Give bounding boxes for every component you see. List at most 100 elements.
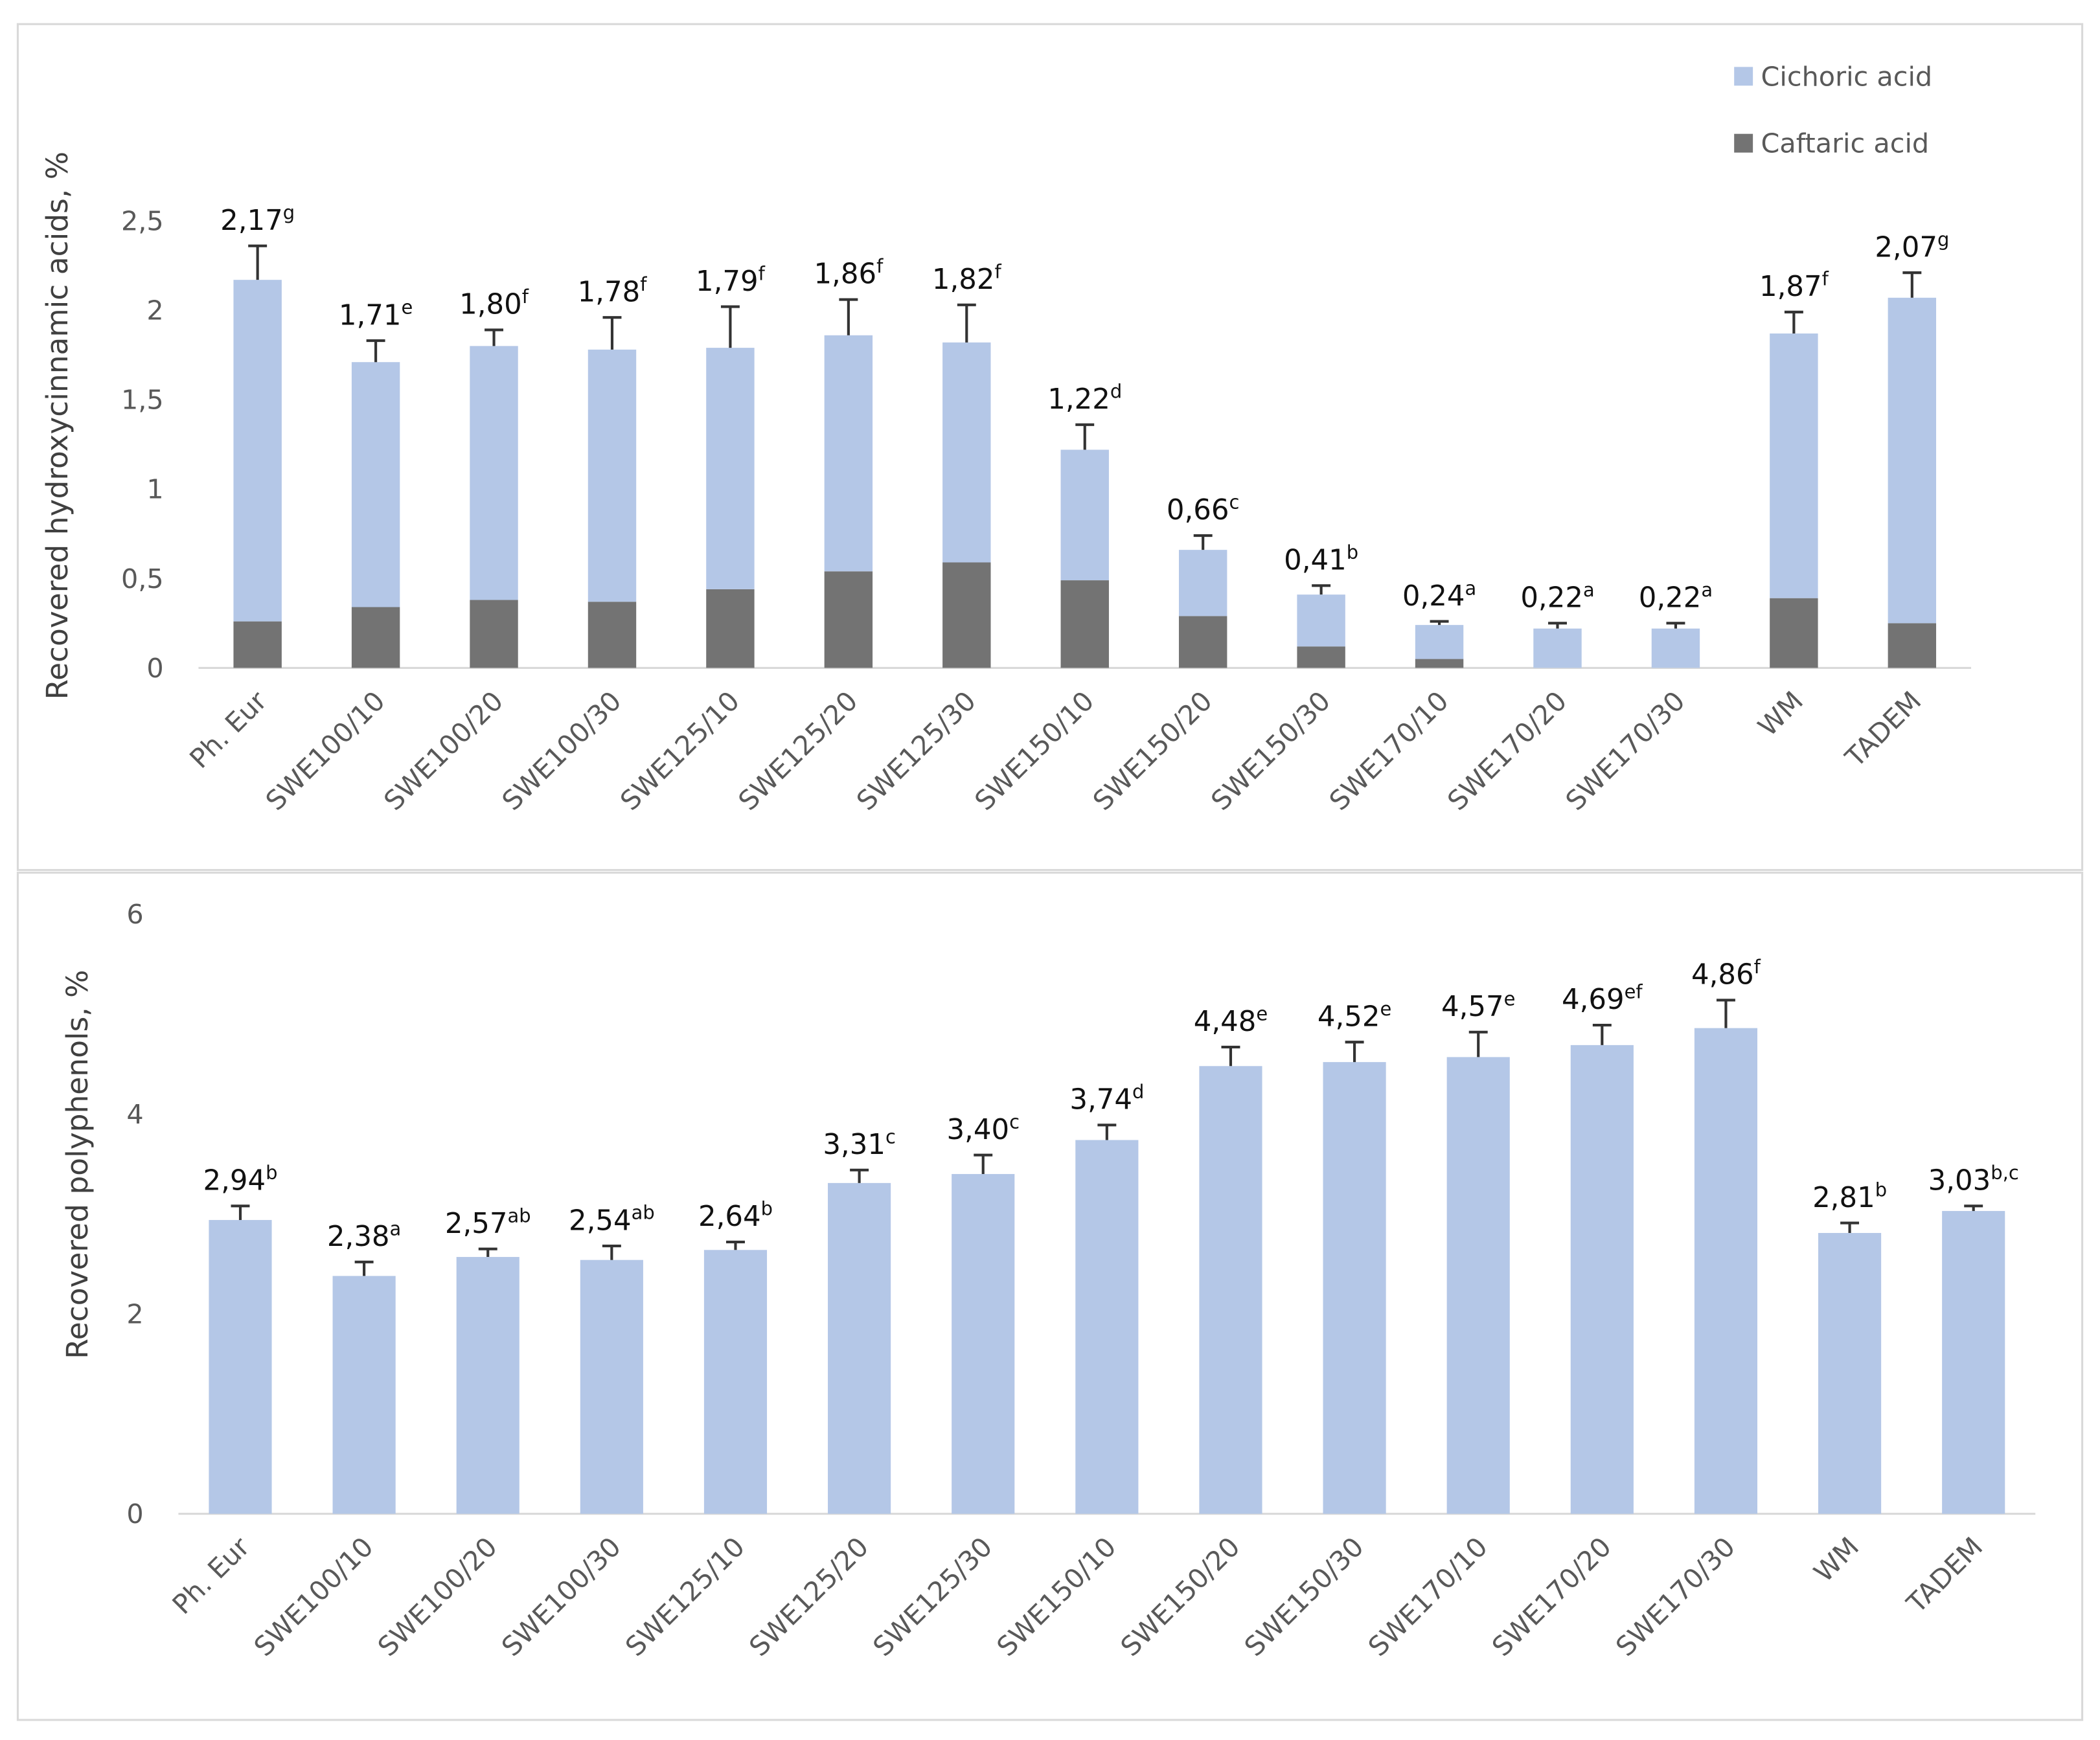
data-label-value: 2,54: [569, 1204, 632, 1237]
bar-segment: [1297, 646, 1345, 668]
bar-segment: [1415, 625, 1464, 659]
bar: [1323, 1062, 1386, 1514]
bar: [828, 1182, 891, 1514]
error-bar: [354, 1260, 374, 1276]
data-label: 2,57ab: [445, 1204, 531, 1240]
data-label-letter: c: [1009, 1111, 1020, 1133]
bar: [703, 1250, 768, 1514]
bar-segment: [1297, 594, 1345, 647]
data-label-letter: f: [995, 260, 1002, 282]
bar: [1694, 1028, 1758, 1514]
bar-segment: [588, 349, 637, 602]
bar-segment: [1770, 333, 1818, 598]
data-label-value: 1,82: [932, 264, 995, 296]
data-label-value: 4,52: [1318, 1000, 1380, 1033]
data-label-value: 4,57: [1441, 991, 1504, 1023]
error-bar: [1430, 620, 1449, 626]
bar-segment: [824, 571, 873, 668]
data-label: 2,64b: [698, 1198, 773, 1234]
data-label: 0,66c: [1167, 491, 1240, 527]
data-label-value: 0,22: [1520, 582, 1583, 615]
data-label-value: 1,78: [578, 276, 641, 308]
y-axis-title: Recovered hydroxycinnamic acids, %: [40, 152, 74, 699]
error-bar: [839, 298, 858, 335]
data-label: 2,07g: [1875, 229, 1949, 264]
error-bar: [957, 303, 976, 343]
data-label-value: 1,80: [459, 289, 522, 321]
legend-swatch: [1734, 67, 1753, 86]
data-label-letter: d: [1110, 381, 1122, 403]
bar-segment: [588, 602, 637, 668]
error-bar: [1592, 1023, 1612, 1045]
data-label-value: 1,22: [1047, 383, 1110, 416]
data-label: 3,40c: [946, 1111, 1020, 1146]
error-bar: [1468, 1030, 1488, 1057]
data-label: 4,69ef: [1562, 981, 1643, 1017]
data-label-letter: b: [761, 1198, 773, 1220]
data-label-letter: f: [522, 286, 529, 308]
data-label-value: 2,64: [698, 1201, 761, 1233]
bar: [1446, 1057, 1510, 1514]
data-label: 4,52e: [1318, 998, 1391, 1034]
legend-swatch: [1734, 133, 1753, 153]
error-bar: [1784, 310, 1803, 334]
error-bar: [1666, 622, 1685, 629]
data-label: 2,54ab: [569, 1202, 655, 1237]
data-label-value: 0,66: [1167, 494, 1229, 526]
error-bar: [602, 316, 622, 350]
data-label: 2,17g: [220, 201, 295, 237]
error-bar: [1193, 534, 1213, 550]
data-label-value: 3,74: [1069, 1084, 1132, 1116]
error-bar: [850, 1168, 869, 1183]
data-label-value: 1,71: [339, 299, 402, 332]
error-bar: [1312, 584, 1331, 595]
bar-segment: [1060, 580, 1109, 668]
bar-segment: [1770, 598, 1818, 668]
y-tick-label: 6: [126, 899, 143, 930]
error-bar: [1840, 1221, 1860, 1234]
bar-segment: [470, 600, 518, 668]
bar: [580, 1260, 643, 1514]
data-label: 2,94b: [203, 1162, 278, 1197]
data-label-value: 3,40: [946, 1114, 1009, 1146]
data-label: 3,74d: [1069, 1081, 1144, 1116]
data-label: 0,22a: [1520, 579, 1594, 615]
data-label-letter: c: [885, 1125, 896, 1147]
bar-segment: [942, 562, 991, 668]
data-label: 0,24a: [1402, 577, 1476, 613]
data-label-value: 0,22: [1639, 582, 1702, 615]
data-label: 4,86f: [1691, 956, 1761, 991]
bar: [1199, 1066, 1262, 1514]
bar-segment: [1178, 550, 1227, 616]
data-label-value: 3,31: [823, 1129, 885, 1161]
data-label-value: 4,48: [1194, 1006, 1257, 1038]
bar-segment: [233, 280, 282, 622]
data-label-value: 2,57: [445, 1208, 508, 1240]
error-bar: [974, 1153, 993, 1174]
bar: [1075, 1140, 1139, 1514]
y-tick-label: 2,5: [121, 206, 164, 237]
data-label-letter: e: [1380, 998, 1392, 1020]
data-label-letter: f: [640, 273, 647, 295]
data-label: 1,79f: [696, 262, 766, 298]
data-label-letter: g: [1937, 229, 1949, 251]
bar-segment: [351, 607, 400, 668]
error-bar: [248, 244, 268, 280]
data-label-letter: f: [876, 255, 884, 277]
data-label-letter: a: [1701, 579, 1713, 601]
data-label-letter: ab: [508, 1204, 531, 1226]
data-label-letter: a: [390, 1217, 402, 1239]
error-bar: [366, 339, 385, 363]
data-label: 1,87f: [1759, 268, 1829, 304]
legend-label: Caftaric acid: [1761, 128, 1930, 159]
data-label-letter: d: [1132, 1081, 1144, 1103]
error-bar: [1097, 1124, 1117, 1140]
error-bar: [478, 1247, 497, 1258]
data-label: 0,22a: [1639, 579, 1713, 615]
bar-segment: [942, 342, 991, 563]
error-bar: [1345, 1041, 1364, 1063]
data-label-letter: e: [402, 297, 413, 319]
data-label-value: 4,69: [1562, 984, 1625, 1016]
